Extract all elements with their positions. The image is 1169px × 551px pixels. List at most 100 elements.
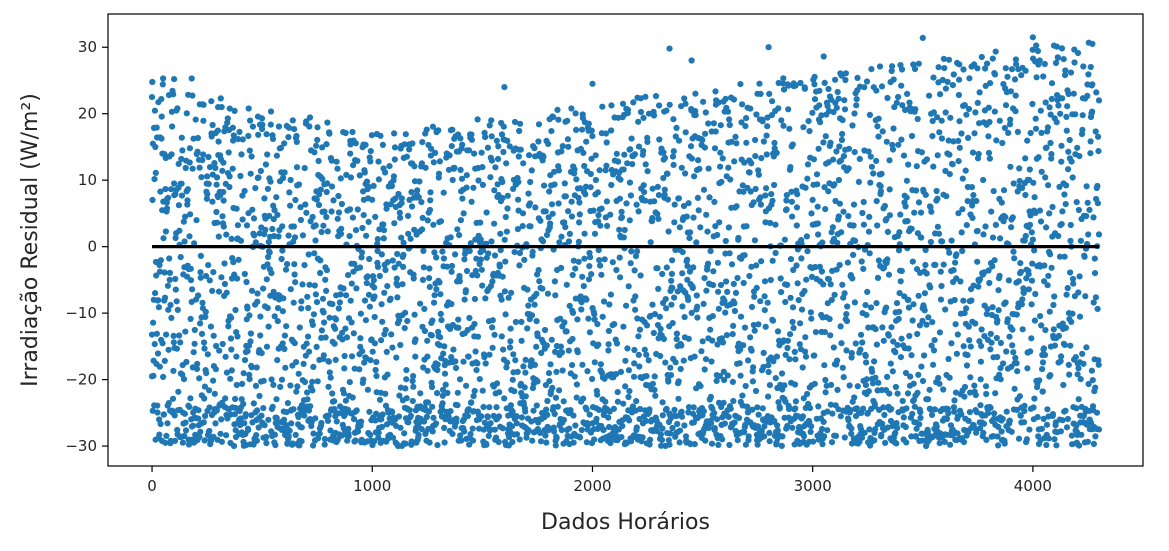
scatter-point	[278, 255, 285, 263]
scatter-point	[755, 321, 762, 328]
scatter-point	[411, 226, 418, 233]
scatter-point	[718, 178, 725, 185]
scatter-point	[451, 164, 458, 171]
scatter-point	[838, 229, 845, 236]
scatter-point	[516, 249, 524, 257]
scatter-point	[227, 335, 234, 342]
scatter-point	[1051, 436, 1058, 443]
scatter-point	[791, 381, 799, 388]
scatter-point	[587, 254, 594, 261]
scatter-point	[614, 389, 621, 396]
scatter-point	[935, 374, 942, 382]
scatter-point	[211, 160, 218, 167]
scatter-point	[237, 237, 245, 244]
scatter-point	[987, 404, 994, 411]
scatter-point	[158, 96, 165, 103]
scatter-point	[992, 48, 999, 55]
scatter-point	[934, 152, 941, 159]
scatter-point	[158, 135, 165, 142]
scatter-point	[351, 260, 358, 267]
scatter-point	[264, 261, 271, 268]
scatter-point	[983, 390, 990, 398]
scatter-point	[231, 411, 238, 418]
scatter-point	[504, 137, 511, 144]
scatter-point	[820, 53, 827, 60]
scatter-point	[597, 222, 604, 229]
scatter-point	[456, 278, 463, 285]
scatter-point	[737, 313, 745, 320]
scatter-point	[807, 309, 815, 316]
scatter-point	[574, 349, 581, 356]
scatter-point	[491, 252, 499, 259]
scatter-point	[310, 430, 317, 437]
scatter-point	[371, 293, 378, 300]
scatter-point	[679, 270, 686, 277]
scatter-point	[1043, 224, 1050, 231]
scatter-point	[187, 211, 194, 218]
scatter-point	[893, 420, 900, 427]
scatter-point	[675, 195, 683, 202]
scatter-point	[1028, 277, 1036, 284]
scatter-point	[605, 327, 613, 335]
scatter-point	[241, 357, 249, 364]
scatter-point	[218, 438, 225, 445]
scatter-point	[928, 208, 935, 215]
scatter-point	[745, 357, 752, 364]
scatter-point	[908, 352, 915, 359]
scatter-point	[894, 390, 901, 397]
scatter-point	[495, 155, 502, 163]
scatter-point	[1095, 148, 1102, 155]
scatter-point	[661, 191, 668, 198]
scatter-point	[690, 419, 698, 426]
scatter-point	[673, 124, 680, 131]
scatter-point	[157, 257, 164, 264]
scatter-point	[597, 361, 605, 368]
scatter-point	[729, 378, 737, 385]
scatter-point	[410, 373, 417, 380]
scatter-point	[701, 275, 708, 282]
scatter-point	[1095, 231, 1103, 238]
scatter-point	[1012, 56, 1020, 63]
scatter-point	[1000, 360, 1007, 367]
scatter-point	[938, 117, 945, 124]
scatter-point	[320, 352, 327, 359]
scatter-point	[1047, 111, 1054, 118]
scatter-point	[789, 318, 796, 326]
scatter-point	[958, 130, 965, 137]
scatter-point	[245, 427, 252, 434]
scatter-point	[488, 117, 495, 124]
scatter-point	[521, 384, 528, 391]
scatter-point	[582, 183, 590, 190]
scatter-point	[404, 212, 412, 219]
scatter-point	[182, 419, 189, 426]
scatter-point	[830, 109, 837, 116]
scatter-point	[486, 404, 493, 411]
scatter-point	[926, 386, 933, 393]
scatter-point	[562, 224, 569, 231]
scatter-point	[353, 407, 360, 414]
scatter-point	[871, 358, 878, 365]
scatter-point	[883, 138, 890, 145]
scatter-point	[668, 270, 676, 277]
scatter-point	[707, 393, 715, 400]
scatter-point	[501, 395, 508, 402]
scatter-point	[650, 329, 657, 337]
scatter-point	[654, 265, 661, 272]
scatter-point	[587, 184, 594, 191]
scatter-point	[186, 233, 193, 240]
scatter-point	[839, 117, 846, 124]
scatter-point	[930, 163, 937, 170]
scatter-point	[228, 367, 235, 374]
scatter-point	[889, 146, 897, 153]
scatter-point	[617, 368, 625, 375]
scatter-point	[468, 399, 475, 406]
scatter-point	[228, 314, 235, 321]
scatter-point	[280, 295, 287, 302]
scatter-point	[244, 305, 251, 312]
scatter-point	[570, 257, 577, 264]
scatter-point	[832, 432, 840, 439]
scatter-point	[512, 318, 520, 326]
scatter-point	[855, 178, 863, 185]
scatter-point	[321, 319, 328, 326]
scatter-point	[405, 230, 412, 237]
